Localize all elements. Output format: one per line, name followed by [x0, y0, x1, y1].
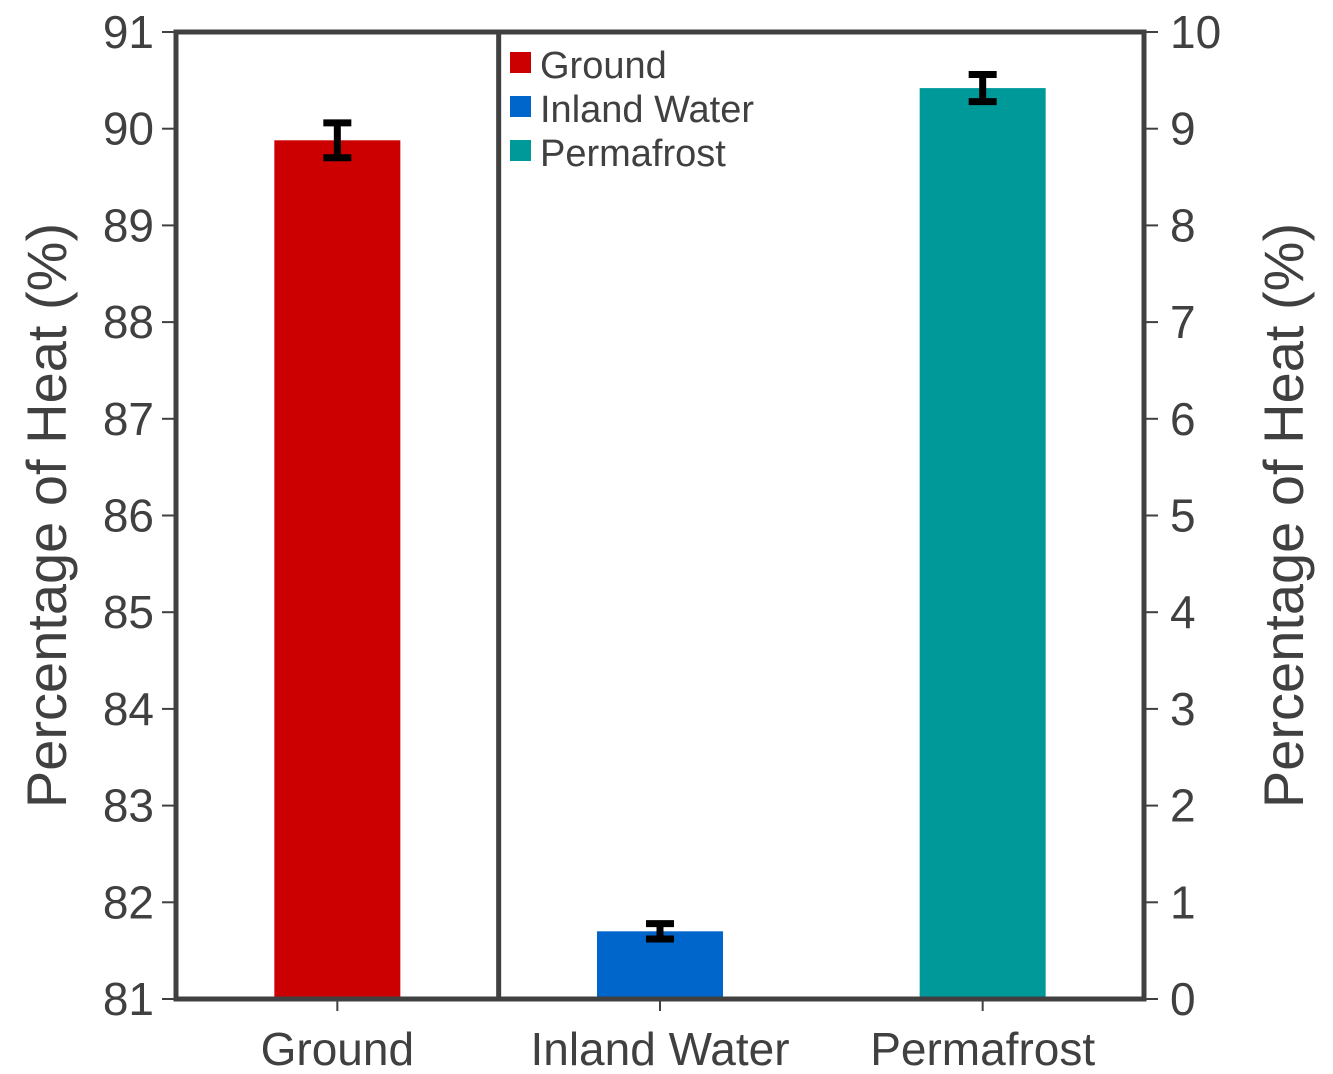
x-tick-label: Ground	[261, 1023, 414, 1074]
bar-permafrost	[919, 88, 1046, 999]
legend-label: Ground	[540, 45, 667, 87]
left-tick-label: 85	[103, 586, 154, 638]
left-tick-label: 81	[103, 973, 154, 1025]
right-tick-label: 7	[1170, 296, 1196, 348]
right-tick-label: 9	[1170, 103, 1196, 155]
error-bar-inland-water	[646, 920, 674, 943]
left-axis-title: Percentage of Heat (%)	[15, 223, 78, 808]
left-tick-label: 82	[103, 876, 154, 928]
left-tick-label: 88	[103, 296, 154, 348]
right-axis-title: Percentage of Heat (%)	[1252, 223, 1315, 808]
left-tick-label: 89	[103, 199, 154, 251]
right-y-axis: 0 1 2 3 4 5 6 7 8 9 10	[1144, 6, 1221, 1025]
left-tick-label: 83	[103, 780, 154, 832]
legend-swatch	[510, 140, 531, 161]
bars-layer	[274, 88, 1046, 999]
right-tick-label: 10	[1170, 6, 1221, 58]
right-tick-label: 6	[1170, 393, 1196, 445]
error-bars-layer	[323, 71, 997, 943]
error-bar-ground	[323, 119, 352, 162]
right-tick-label: 2	[1170, 780, 1196, 832]
left-tick-label: 87	[103, 393, 154, 445]
left-tick-label: 86	[103, 490, 154, 542]
left-tick-label: 84	[103, 683, 154, 735]
left-y-axis: 81 82 83 84 85 86 87 88 89 90 91	[103, 6, 176, 1025]
x-tick-label: Permafrost	[870, 1023, 1095, 1074]
legend-label: Inland Water	[540, 89, 754, 131]
legend-label: Permafrost	[540, 133, 726, 175]
x-tick-label: Inland Water	[530, 1023, 789, 1074]
x-axis: Ground Inland Water Permafrost	[261, 999, 1095, 1074]
right-tick-label: 5	[1170, 490, 1196, 542]
bar-ground	[274, 140, 401, 999]
error-bar-permafrost	[968, 71, 997, 106]
right-tick-label: 8	[1170, 199, 1196, 251]
left-tick-label: 91	[103, 6, 154, 58]
legend-swatch	[510, 96, 531, 117]
bar-inland-water	[597, 931, 723, 999]
right-tick-label: 4	[1170, 586, 1196, 638]
right-tick-label: 3	[1170, 683, 1196, 735]
right-tick-label: 1	[1170, 876, 1196, 928]
legend-swatch	[510, 52, 531, 73]
right-tick-label: 0	[1170, 973, 1196, 1025]
left-tick-label: 90	[103, 103, 154, 155]
